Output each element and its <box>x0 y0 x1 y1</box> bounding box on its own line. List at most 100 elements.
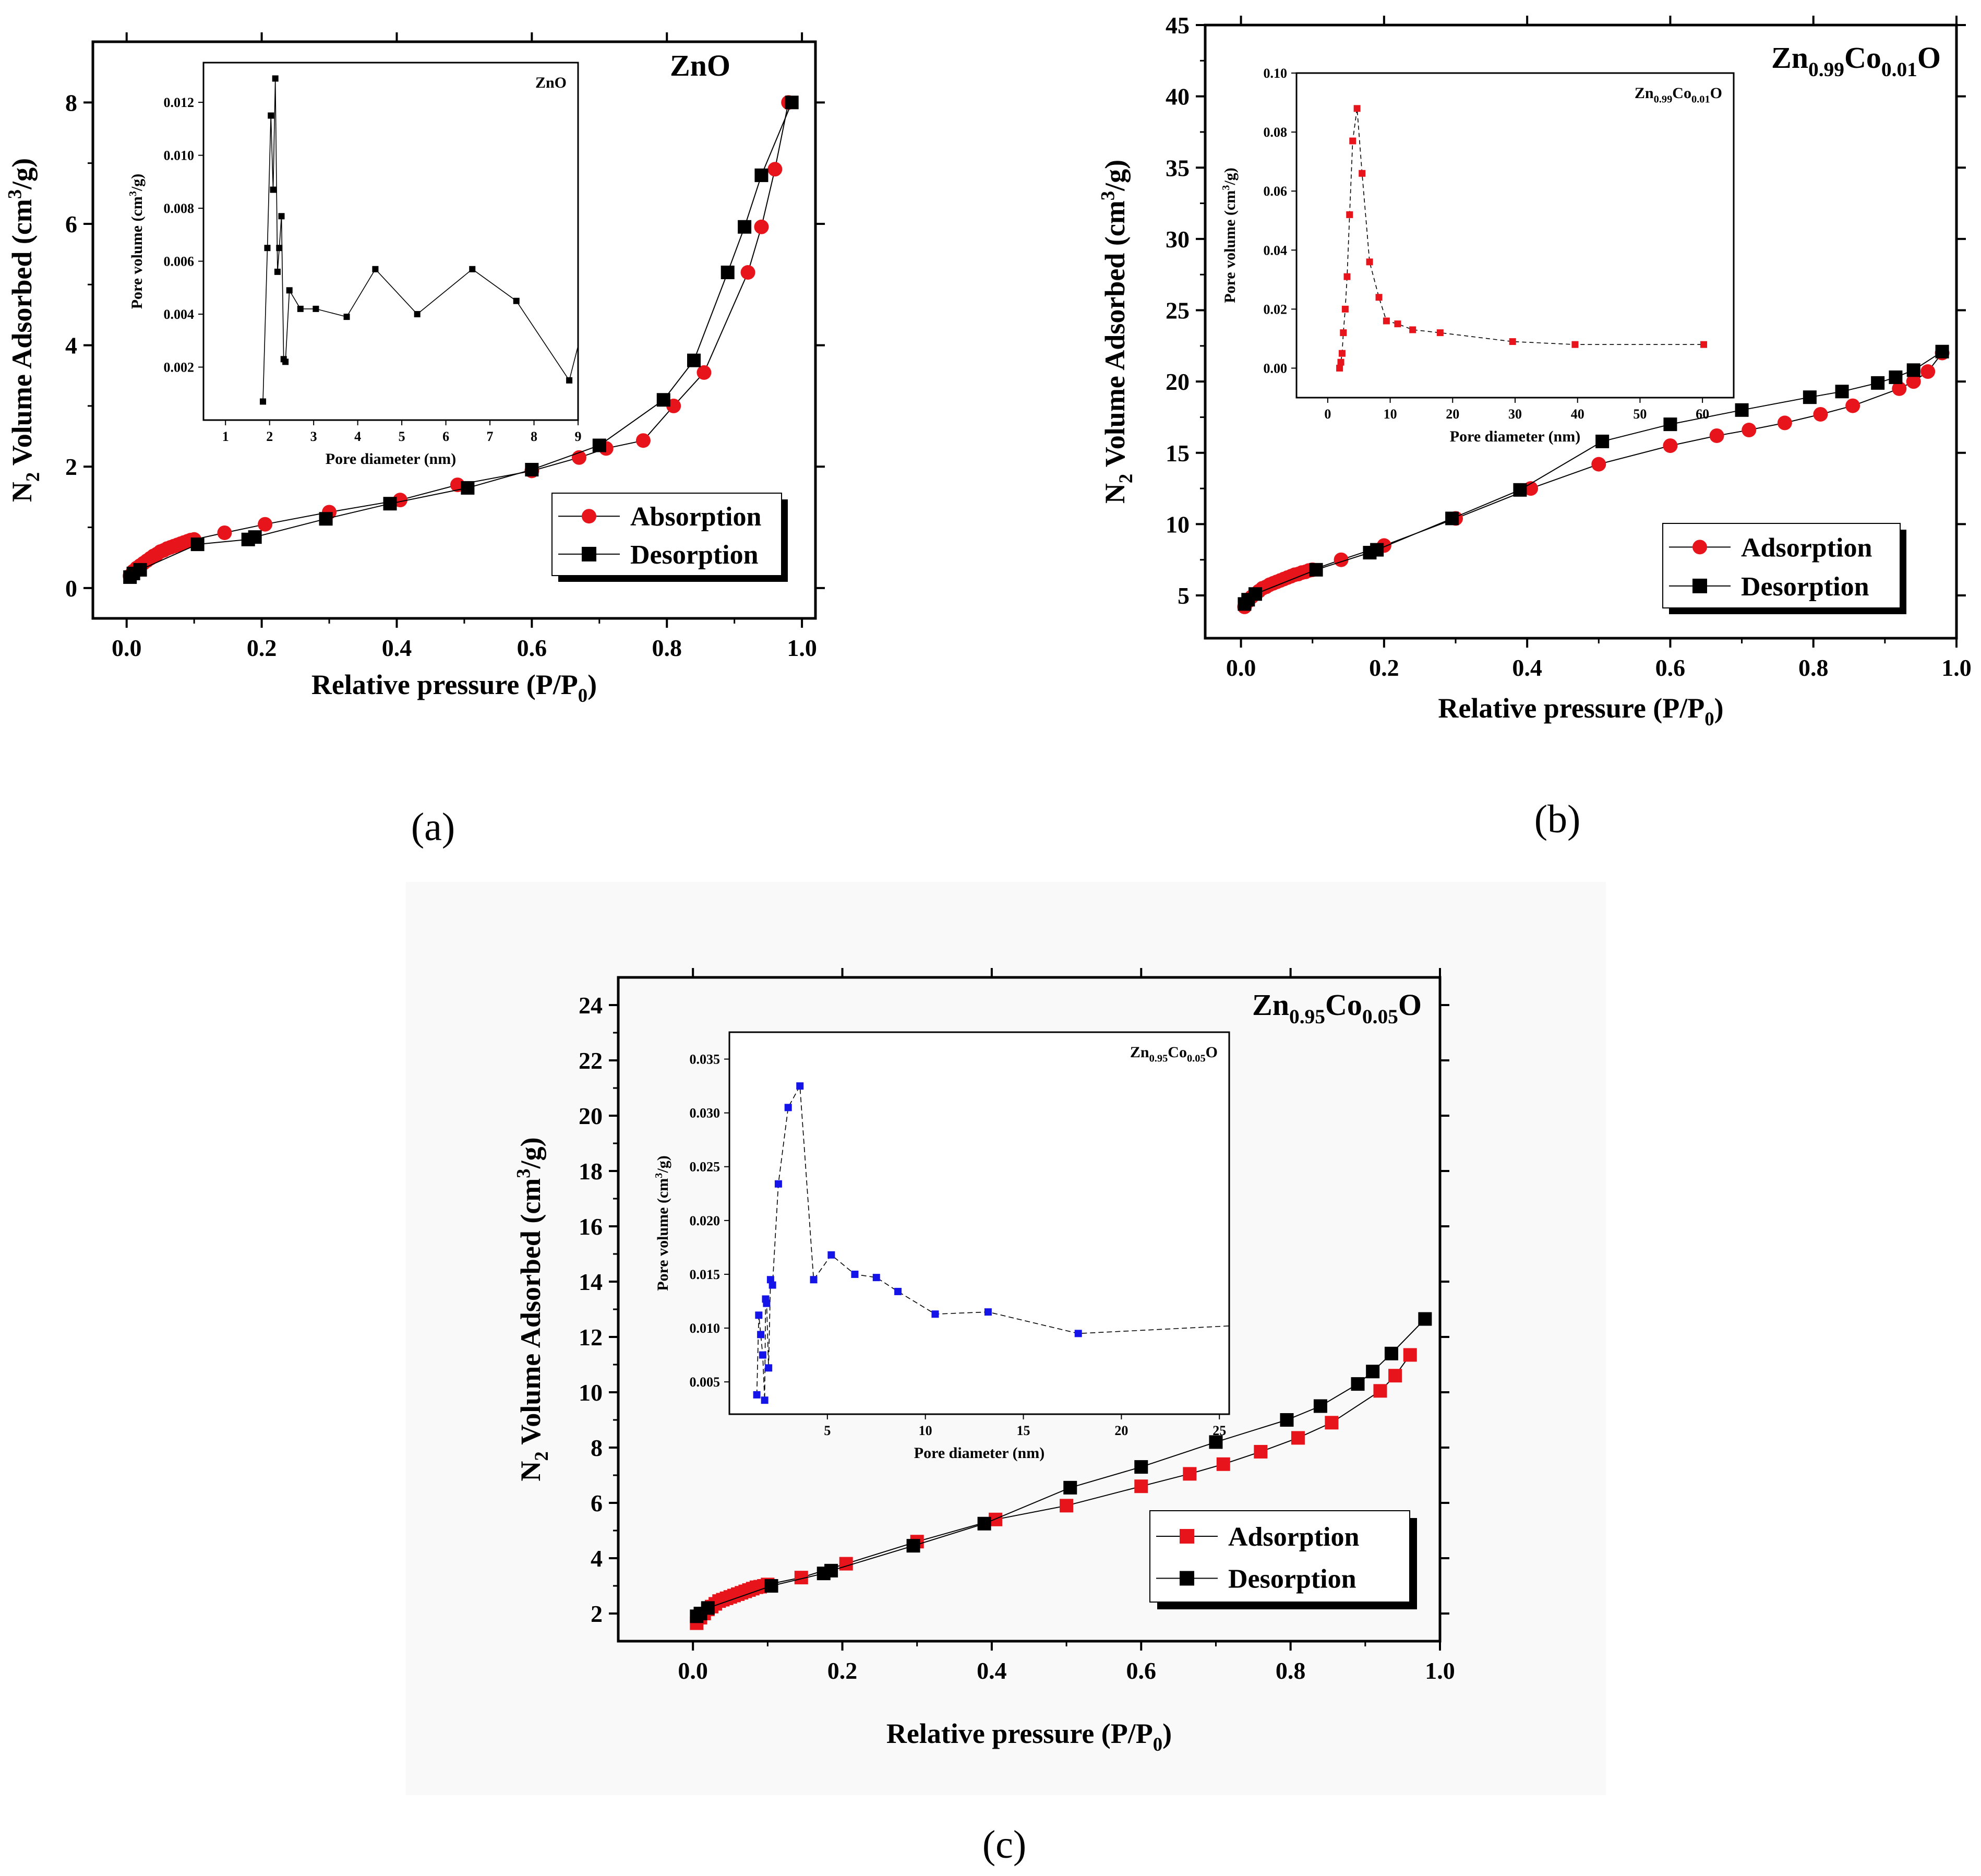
data-point <box>1280 1413 1294 1427</box>
y-tick-label: 2 <box>591 1600 603 1627</box>
data-point <box>738 220 752 234</box>
inset-data-point <box>1700 341 1708 348</box>
inset-data-point <box>1509 338 1516 345</box>
legend: Absorption Desorption <box>551 493 788 582</box>
legend-marker <box>582 546 596 561</box>
legend-label: Desorption <box>1228 1564 1356 1594</box>
inset-chart: 1 2 3 4 5 6 7 8 9 0.002 0.004 0.006 0.008 0.010 0.012 P… <box>127 62 582 468</box>
inset-data-point <box>566 377 573 384</box>
data-point <box>635 433 651 448</box>
data-point <box>1445 511 1459 525</box>
inset-y-tick-label: 0.08 <box>1264 125 1288 140</box>
legend-label: Desorption <box>630 540 759 570</box>
legend-marker <box>582 509 596 524</box>
inset-frame <box>202 62 579 421</box>
x-tick-label: 0.8 <box>1798 654 1829 681</box>
inset-y-tick-label: 0.002 <box>164 360 195 375</box>
y-tick-label: 20 <box>1166 368 1190 395</box>
y-tick-label: 24 <box>579 992 603 1019</box>
y-tick-label: 12 <box>579 1324 603 1351</box>
legend-marker <box>1692 540 1707 555</box>
legend-marker <box>1692 578 1707 593</box>
inset-data-point <box>765 1364 773 1372</box>
y-tick-label: 10 <box>1166 511 1190 537</box>
plot-frame <box>91 40 817 620</box>
panel-caption: (c) <box>982 1823 1026 1867</box>
inset-data-point <box>260 398 267 405</box>
inset-x-tick-label: 10 <box>1384 407 1397 422</box>
inset-data-point <box>1343 273 1351 280</box>
inset-data-point <box>1338 350 1346 357</box>
data-point <box>1663 438 1678 453</box>
data-point <box>525 463 539 477</box>
inset-y-tick-label: 0.06 <box>1264 184 1288 199</box>
inset-title: Zn0.95Co0.05O <box>1130 1044 1218 1064</box>
inset-y-tick-label: 0.015 <box>690 1267 721 1282</box>
legend-label: Desorption <box>1741 572 1869 602</box>
inset-y-tick-label: 0.010 <box>690 1321 721 1336</box>
data-point <box>754 219 769 234</box>
x-axis-title: Relative pressure (P/P0) <box>1438 692 1723 730</box>
legend-box <box>1662 523 1901 608</box>
x-tick-label: 0.6 <box>1126 1657 1157 1684</box>
data-point <box>1595 434 1610 448</box>
inset-data-point <box>270 186 277 193</box>
inset-x-tick-label: 5 <box>399 429 405 444</box>
data-point <box>1523 481 1538 496</box>
data-point <box>1735 403 1749 417</box>
legend-marker <box>1180 1571 1194 1586</box>
inset-x-tick-label: 6 <box>442 429 449 444</box>
x-axis-title: Relative pressure (P/P0) <box>886 1718 1172 1755</box>
data-point <box>1325 1416 1339 1430</box>
y-tick-label: 14 <box>579 1269 603 1295</box>
data-point <box>1813 407 1828 422</box>
data-point <box>1845 398 1860 413</box>
x-axis-ticks: 0.0 0.2 0.4 0.6 0.8 1.0 <box>678 968 1455 1684</box>
y-tick-label: 8 <box>65 89 77 116</box>
series-desorption <box>123 95 799 584</box>
data-point <box>1313 1399 1327 1413</box>
panel-caption: (b) <box>1534 797 1581 841</box>
inset-y-tick-label: 0.10 <box>1264 66 1288 81</box>
data-point <box>1134 1479 1148 1493</box>
inset-data-point <box>1383 317 1390 325</box>
data-point <box>461 481 475 495</box>
legend-box <box>551 493 782 576</box>
inset-data-point <box>763 1299 771 1307</box>
inset-x-tick-label: 2 <box>266 429 273 444</box>
inset-data-point <box>278 213 285 220</box>
x-tick-label: 1.0 <box>1425 1657 1455 1684</box>
inset-series-line <box>756 1084 1230 1401</box>
data-point <box>1742 423 1757 438</box>
inset-data-point <box>851 1270 859 1278</box>
inset-x-axis-title: Pore diameter (nm) <box>326 450 456 468</box>
inset-y-tick-label: 0.04 <box>1264 243 1288 258</box>
inset-data-point <box>268 112 274 119</box>
inset-data-point <box>1337 359 1344 366</box>
inset-data-point <box>264 245 271 252</box>
data-point <box>592 438 606 452</box>
data-point <box>764 1579 778 1593</box>
data-point <box>133 563 147 577</box>
data-point <box>258 517 273 532</box>
data-point <box>190 537 205 552</box>
inset-data-point <box>769 1281 776 1289</box>
inset-y-tick-label: 0.006 <box>164 254 195 269</box>
inset-data-point <box>272 75 279 82</box>
panel-caption: (a) <box>411 805 455 849</box>
inset-data-point <box>894 1287 902 1295</box>
inset-title: ZnO <box>535 74 567 91</box>
x-tick-label: 0.8 <box>1276 1657 1306 1684</box>
data-point <box>1663 417 1677 432</box>
data-point <box>697 365 712 380</box>
inset-data-point <box>313 305 319 312</box>
inset-x-tick-label: 5 <box>824 1423 831 1438</box>
x-tick-label: 0.2 <box>827 1657 858 1684</box>
inset-data-point <box>282 359 289 365</box>
inset-x-tick-label: 8 <box>531 429 537 444</box>
inset-y-tick-label: 0.030 <box>690 1106 721 1121</box>
inset-data-point <box>1436 329 1444 337</box>
legend-label: Adsorption <box>1741 533 1872 563</box>
inset-x-tick-label: 9 <box>575 429 582 444</box>
